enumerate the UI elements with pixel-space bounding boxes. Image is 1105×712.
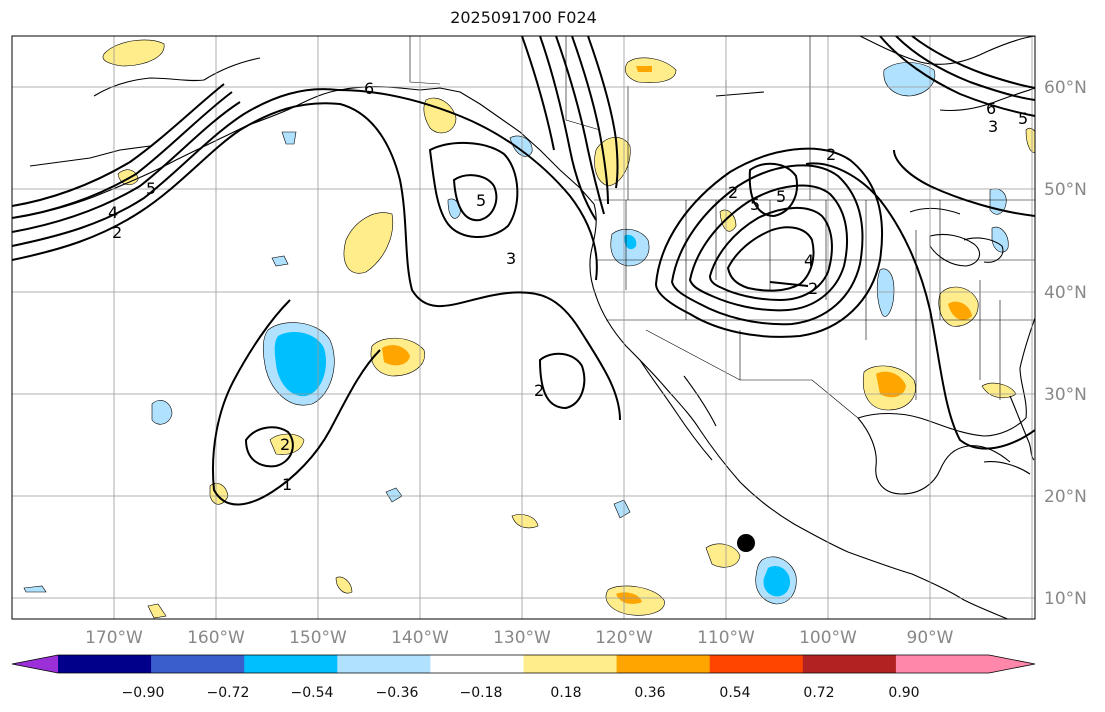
colorbar-segment <box>616 655 711 673</box>
colorbar-segment <box>430 655 524 673</box>
colorbar-tick-label: −0.36 <box>376 685 419 701</box>
latitude-label: 40°N <box>1044 283 1087 303</box>
storm-center-dot <box>737 534 755 552</box>
contour-label: 3 <box>988 117 998 136</box>
colorbar-segment <box>337 655 431 673</box>
longitude-label: 110°W <box>697 628 755 648</box>
contour-label: 2 <box>534 381 544 400</box>
contour-lines <box>12 36 1035 506</box>
map-title: 2025091700 F024 <box>450 8 597 27</box>
contour-label: 2 <box>826 145 836 164</box>
colorbar-outline <box>11 654 1036 674</box>
contour-label: 4 <box>804 251 814 270</box>
contour-label-group: 6 5 4 2 5 3 2 2 1 2 4 2 5 6 5 3 5 2 <box>108 79 1028 494</box>
colorbar-tick-label: −0.72 <box>207 685 250 701</box>
longitude-label: 90°W <box>907 628 954 648</box>
colorbar-ticks: −0.90 −0.72 −0.54 −0.36 −0.18 0.18 0.36 … <box>122 685 920 701</box>
colorbar-extend-max <box>989 655 1035 673</box>
contour-label: 1 <box>282 475 292 494</box>
latitude-label: 20°N <box>1044 487 1087 507</box>
contour-label: 5 <box>750 195 760 214</box>
contour-label: 6 <box>986 99 996 118</box>
colorbar-tick-label: 0.54 <box>719 685 750 701</box>
latitude-axis: 10°N 20°N 30°N 40°N 50°N 60°N <box>1044 78 1087 609</box>
colorbar-segment <box>523 655 618 673</box>
latitude-label: 60°N <box>1044 78 1087 98</box>
longitude-label: 140°W <box>391 628 449 648</box>
colorbar-tick-label: −0.18 <box>460 685 503 701</box>
contour-label: 5 <box>776 187 786 206</box>
longitude-axis: 170°W 160°W 150°W 140°W 130°W 120°W 110°… <box>85 628 954 648</box>
contour-label: 2 <box>280 435 290 454</box>
colorbar-segment <box>151 655 245 673</box>
colorbar-segment <box>244 655 338 673</box>
longitude-label: 160°W <box>187 628 245 648</box>
contour-label: 2 <box>808 279 818 298</box>
latitude-label: 10°N <box>1044 589 1087 609</box>
contour-label: 6 <box>364 79 374 98</box>
longitude-label: 100°W <box>799 628 857 648</box>
map-area <box>12 36 1035 619</box>
colorbar-segment <box>802 655 897 673</box>
colorbar-segment <box>709 655 804 673</box>
longitude-label: 120°W <box>595 628 653 648</box>
contour-label: 4 <box>108 203 118 222</box>
colorbar-segment <box>58 655 152 673</box>
colorbar-tick-label: −0.54 <box>291 685 334 701</box>
colorbar <box>11 654 1036 674</box>
contour-label: 5 <box>476 191 486 210</box>
contour-label: 3 <box>506 249 516 268</box>
colorbar-tick-label: 0.18 <box>550 685 581 701</box>
longitude-label: 170°W <box>85 628 143 648</box>
colorbar-tick-label: −0.90 <box>122 685 165 701</box>
latitude-label: 50°N <box>1044 180 1087 200</box>
longitude-label: 150°W <box>289 628 347 648</box>
map-frame <box>11 35 1036 620</box>
colorbar-extend-min <box>12 655 58 673</box>
colorbar-segment <box>895 655 990 673</box>
longitude-label: 130°W <box>493 628 551 648</box>
contour-label: 5 <box>146 179 156 198</box>
colorbar-tick-label: 0.90 <box>888 685 919 701</box>
contour-label: 2 <box>112 223 122 242</box>
colorbar-tick-label: 0.72 <box>803 685 834 701</box>
contour-label: 5 <box>1018 109 1028 128</box>
latitude-label: 30°N <box>1044 385 1087 405</box>
colorbar-tick-label: 0.36 <box>634 685 665 701</box>
graticule <box>12 36 1035 619</box>
contour-label: 2 <box>728 183 738 202</box>
